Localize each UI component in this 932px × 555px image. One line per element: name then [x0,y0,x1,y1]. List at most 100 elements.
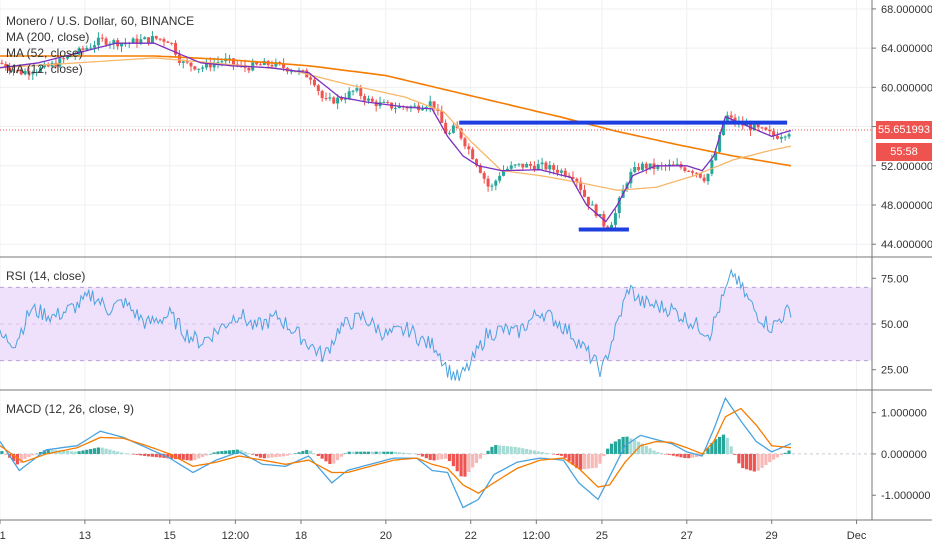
candle-body [745,124,749,126]
candle-body [162,39,166,42]
macd-histogram-bar [312,453,317,454]
rsi-axis-tick-label: 25.00 [881,365,909,377]
candle-body [27,71,31,75]
macd-histogram-bar [270,453,274,458]
candle-body [154,36,158,39]
macd-histogram-bar [463,453,467,477]
candle-body [536,164,540,170]
macd-histogram-bar [501,445,506,454]
candle-body [8,67,12,72]
candle-body [482,172,486,179]
candle-body [66,56,70,59]
candle-body [656,165,660,169]
time-axis-label: 27 [681,530,693,542]
macd-histogram-bar [756,453,760,471]
macd-histogram-bar [729,446,733,454]
candle-body [463,138,467,147]
macd-histogram-bar [633,440,637,454]
candle-body [509,165,513,169]
candle-body [405,107,409,109]
candle-body [633,166,637,172]
candle-body [644,163,648,169]
macd-histogram-bar [417,453,421,455]
legend-rsi[interactable]: RSI (14, close) [6,269,86,283]
candle-body [706,173,710,182]
candle-body [675,164,679,166]
macd-histogram-bar [532,450,536,454]
macd-histogram-bar [189,453,193,461]
price-axis-tick-label: 68.000000 [881,4,932,16]
macd-histogram-bar [536,451,540,454]
macd-histogram-bar [706,448,710,454]
macd-histogram-bar [19,453,23,463]
price-axis-tick-label: 44.000000 [881,239,932,251]
legend-ma200[interactable]: MA (200, close) [6,30,90,44]
macd-histogram-bar [108,449,112,454]
macd-histogram-bar [239,450,243,454]
macd-histogram-bar [760,453,764,468]
candle-body [39,67,43,72]
time-axis-label: 20 [380,530,392,542]
macd-histogram-bar [15,453,19,465]
candle-body [486,178,490,187]
candle-body [332,97,336,104]
macd-histogram-bar [432,453,436,461]
candle-body [359,88,363,96]
macd-histogram-bar [405,452,409,454]
macd-histogram-bar [224,450,228,454]
candle-body [81,48,85,50]
candle-body [42,64,46,68]
candle-body [544,162,548,170]
macd-histogram-bar [617,439,621,454]
macd-histogram-bar [112,450,116,454]
macd-histogram-bar [235,449,239,454]
candle-body [212,63,216,68]
candle-body [89,47,93,49]
candle-body [370,98,374,102]
candle-body [347,91,351,99]
candle-body [258,64,262,66]
candle-body [567,175,571,177]
macd-histogram-bar [274,453,278,458]
time-axis-label: 15 [164,530,176,542]
macd-histogram-bar [787,450,791,454]
macd-histogram-bar [27,453,31,458]
candle-body [166,41,170,43]
macd-histogram-bar [35,453,39,455]
candle-body [617,197,621,214]
macd-histogram-bar [204,453,209,456]
macd-histogram-bar [200,453,205,457]
macd-histogram-bar [216,451,220,454]
macd-histogram-bar [775,453,780,458]
candle-body [467,146,471,150]
legend-macd[interactable]: MACD (12, 26, close, 9) [6,402,135,416]
legend-ma52[interactable]: MA (52, close) [6,46,83,60]
macd-histogram-bar [139,453,143,456]
macd-histogram-bar [170,453,174,459]
candle-body [640,163,644,170]
candle-body [548,165,552,170]
macd-histogram-bar [752,453,756,472]
time-axis-label: 11 [0,530,6,542]
legend-ma12[interactable]: MA (12, close) [6,62,83,76]
macd-histogram-bar [166,453,170,459]
macd-histogram-bar [386,451,390,454]
macd-histogram-bar [571,453,575,465]
macd-legend: MACD (12, 26, close, 9) [6,401,134,417]
macd-histogram-bar [77,451,81,454]
macd-histogram-bar [231,449,236,454]
macd-histogram-bar [343,453,347,454]
candle-body [397,106,401,109]
candle-body [309,77,313,80]
candle-body [571,176,575,179]
macd-histogram-bar [424,453,428,459]
macd-histogram-bar [46,449,50,454]
macd-histogram-bar [92,448,97,454]
candle-body [671,164,675,166]
time-axis-label: 22 [465,530,477,542]
macd-histogram-bar [81,450,85,454]
macd-histogram-bar [694,453,699,458]
countdown-tag: 55:58 [876,143,932,161]
